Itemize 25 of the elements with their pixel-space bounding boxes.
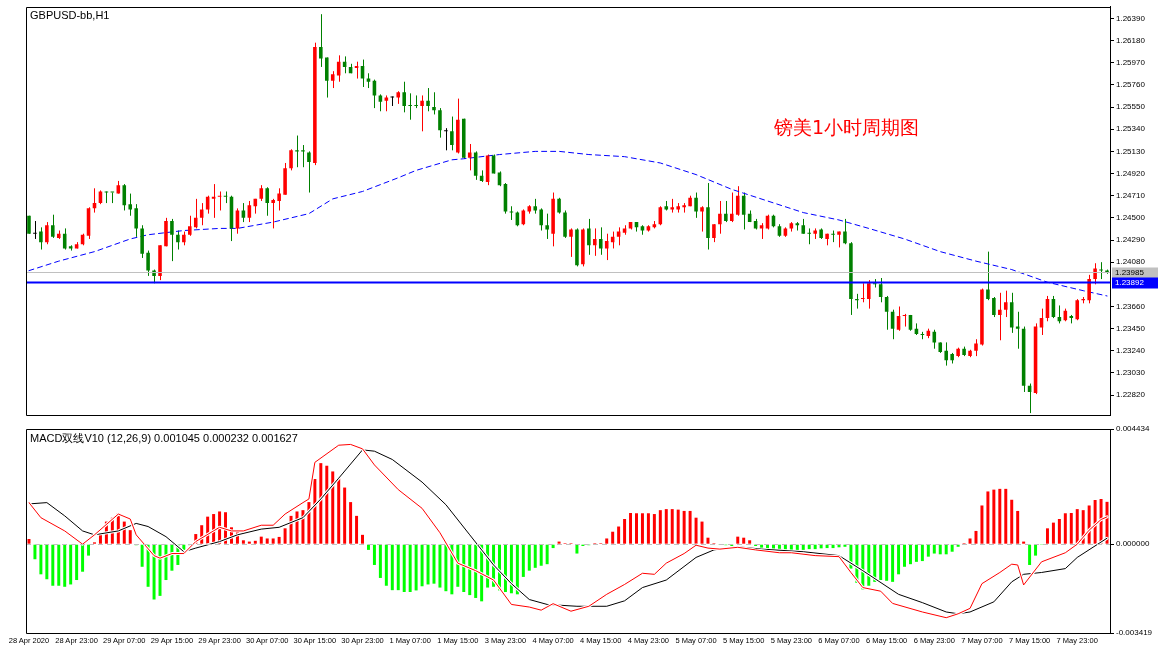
y-tick-label: 1.24710: [1116, 190, 1146, 200]
y-tick-label: 1.23030: [1116, 368, 1146, 378]
y-tick-label: 1.26390: [1116, 13, 1146, 23]
y-tick-label: 1.23240: [1116, 346, 1146, 356]
y-tick-label: 1.26180: [1116, 35, 1146, 45]
ref-line-label: 1.23985: [1115, 268, 1145, 278]
y-tick-label: -0.003419: [1116, 628, 1153, 638]
y-tick-label: 1.24920: [1116, 168, 1146, 178]
y-tick-label: 1.25550: [1116, 102, 1146, 112]
y-tick-label: 0.004434: [1116, 424, 1150, 434]
chart-title: GBPUSD-bb,H1: [30, 9, 110, 22]
chart-title: MACD双线V10 (12,26,9) 0.001045 0.000232 0.001627: [30, 431, 298, 444]
ref-line-label: 1.23892: [1115, 278, 1145, 288]
annotation: 镑美1小时周期图: [772, 116, 920, 139]
y-tick-label: 1.24080: [1116, 257, 1146, 267]
y-tick-label: 1.25340: [1116, 124, 1146, 134]
y-tick-label: 1.25760: [1116, 80, 1146, 90]
y-tick-label: 1.22820: [1116, 390, 1146, 400]
y-tick-label: 1.23450: [1116, 323, 1146, 333]
y-tick-label: 1.25130: [1116, 146, 1146, 156]
y-tick-label: 0.000000: [1116, 539, 1150, 549]
y-tick-label: 1.25970: [1116, 57, 1146, 67]
y-tick-label: 1.23660: [1116, 301, 1146, 311]
y-tick-label: 1.24290: [1116, 235, 1146, 245]
y-tick-label: 1.24500: [1116, 213, 1146, 223]
